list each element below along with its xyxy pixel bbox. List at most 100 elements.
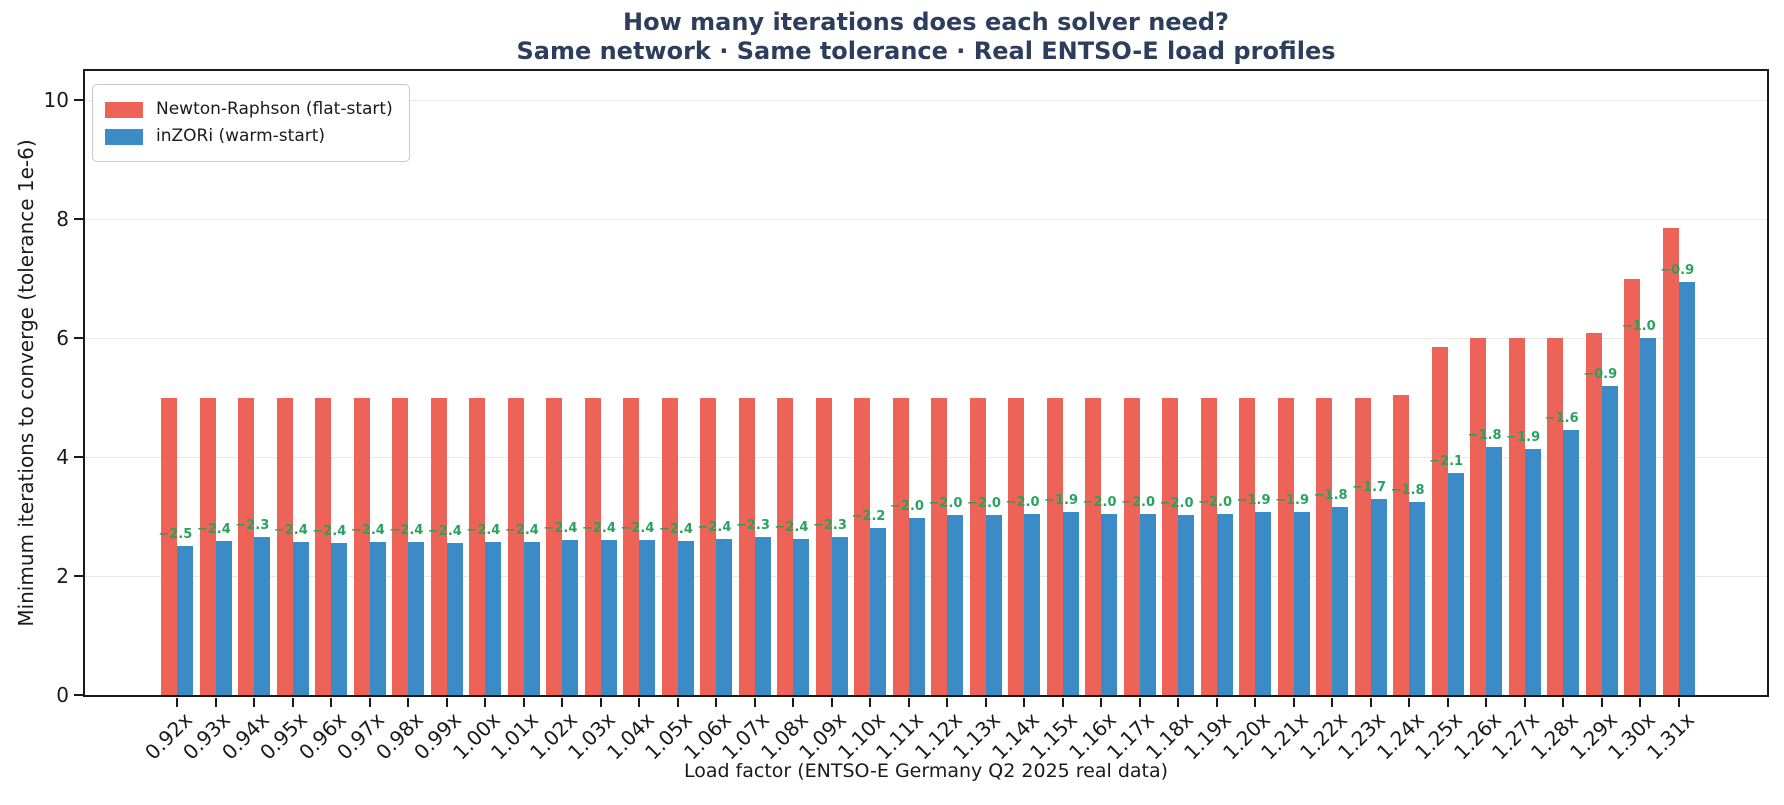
x-tick <box>1677 698 1680 707</box>
gridline <box>85 575 1767 578</box>
delta-label: −1.9 <box>1275 492 1310 508</box>
inzori-bar <box>1332 507 1349 695</box>
x-tick <box>1061 698 1064 707</box>
x-tick <box>253 698 256 707</box>
inzori-bar <box>292 542 309 695</box>
inzori-bar <box>639 539 656 695</box>
newton-raphson-bar <box>661 397 678 695</box>
x-tick <box>1562 698 1565 707</box>
x-tick <box>869 698 872 707</box>
delta-label: −2.4 <box>427 523 462 539</box>
newton-raphson-bar <box>1662 228 1679 695</box>
delta-label: −1.9 <box>1044 493 1078 509</box>
gridline <box>85 99 1767 102</box>
inzori-bar <box>1139 513 1156 695</box>
inzori-bar <box>831 536 848 695</box>
y-tick <box>74 337 83 340</box>
inzori-bar <box>523 541 540 695</box>
newton-raphson-bar <box>392 397 409 695</box>
y-tick <box>74 218 83 221</box>
x-tick <box>1292 698 1295 707</box>
delta-label: −1.8 <box>1467 428 1502 444</box>
inzori-bar <box>947 515 964 695</box>
newton-raphson-bar <box>815 397 832 695</box>
x-tick <box>522 698 525 707</box>
inzori-bar <box>1409 502 1426 695</box>
legend-label-inzori: inZORi (warm-start) <box>156 126 326 146</box>
delta-label: −2.0 <box>1005 494 1040 510</box>
plot-area: Newton-Raphson (flat-start) inZORi (warm… <box>44 69 1769 764</box>
y-tick-label: 2 <box>56 564 69 589</box>
newton-raphson-bar <box>238 397 255 695</box>
legend: Newton-Raphson (flat-start) inZORi (warm… <box>92 84 410 162</box>
delta-label: −2.1 <box>1429 454 1464 470</box>
newton-raphson-bar <box>777 397 794 695</box>
delta-label: −1.6 <box>1544 411 1579 427</box>
legend-swatch-inzori <box>105 128 143 145</box>
newton-raphson-bar <box>161 397 177 695</box>
x-tick <box>561 698 564 707</box>
x-tick <box>753 698 756 707</box>
x-tick <box>1215 698 1218 707</box>
delta-label: −0.9 <box>1583 366 1618 382</box>
delta-label: −2.3 <box>735 517 770 533</box>
inzori-bar <box>1370 498 1387 695</box>
inzori-bar <box>600 540 617 695</box>
inzori-bar <box>1062 512 1079 695</box>
newton-raphson-bar <box>892 397 909 695</box>
newton-raphson-bar <box>1162 397 1179 695</box>
x-tick <box>484 698 487 707</box>
newton-raphson-bar <box>507 397 524 695</box>
delta-label: −1.8 <box>1313 488 1348 504</box>
inzori-bar <box>408 542 425 695</box>
inzori-bar <box>1486 447 1503 695</box>
chart-title-line2: Same network · Same tolerance · Real ENT… <box>516 37 1336 65</box>
inzori-bar <box>1101 514 1118 695</box>
x-tick <box>291 698 294 707</box>
x-tick <box>676 698 679 707</box>
y-tick-label: 8 <box>56 207 69 232</box>
newton-raphson-bar <box>1393 394 1410 695</box>
newton-raphson-bar <box>315 397 332 695</box>
delta-label: −1.7 <box>1352 479 1387 495</box>
newton-raphson-bar <box>1200 397 1217 695</box>
newton-raphson-bar <box>1008 397 1025 695</box>
inzori-bar <box>485 542 502 695</box>
delta-label: −2.4 <box>620 520 655 536</box>
inzori-bar <box>985 514 1002 695</box>
newton-raphson-bar <box>931 397 948 695</box>
inzori-bar <box>446 542 463 695</box>
delta-label: −2.4 <box>658 521 693 537</box>
inzori-bar <box>1640 338 1657 695</box>
x-tick <box>599 698 602 707</box>
delta-label: −2.3 <box>812 517 847 533</box>
inzori-bar <box>1255 512 1272 695</box>
newton-raphson-bar <box>430 397 447 695</box>
delta-label: −2.5 <box>158 527 193 543</box>
x-tick <box>1100 698 1103 707</box>
newton-raphson-bar <box>1316 397 1333 695</box>
x-tick <box>638 698 641 707</box>
legend-item-inzori: inZORi (warm-start) <box>105 125 393 148</box>
x-tick <box>330 698 333 707</box>
x-tick <box>1639 698 1642 707</box>
newton-raphson-bar <box>276 397 293 695</box>
delta-label: −2.4 <box>350 522 385 538</box>
delta-label: −2.4 <box>581 521 616 537</box>
inzori-bar <box>1024 513 1041 695</box>
newton-raphson-bar <box>854 397 871 695</box>
delta-label: −2.0 <box>1198 495 1233 511</box>
chart-title: How many iterations does each solver nee… <box>83 8 1769 66</box>
x-tick <box>1177 698 1180 707</box>
delta-label: −1.9 <box>1506 430 1541 446</box>
delta-label: −2.0 <box>1121 494 1156 510</box>
x-axis-label: Load factor (ENTSO-E Germany Q2 2025 rea… <box>683 760 1169 782</box>
x-tick <box>368 698 371 707</box>
newton-raphson-bar <box>1123 397 1140 695</box>
delta-label: −2.2 <box>851 509 886 525</box>
inzori-bar <box>716 539 733 695</box>
delta-label: −1.9 <box>1236 493 1271 509</box>
newton-raphson-bar <box>1354 397 1371 695</box>
y-tick <box>74 456 83 459</box>
